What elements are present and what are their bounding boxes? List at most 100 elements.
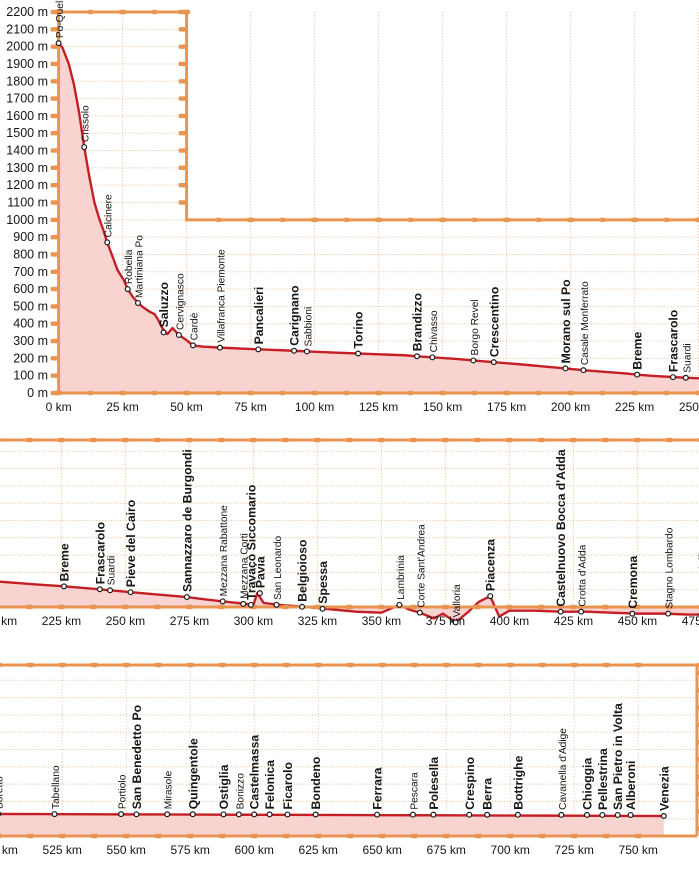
svg-text:Stagno Lombardo: Stagno Lombardo (665, 527, 676, 608)
svg-text:San Leonardo: San Leonardo (273, 536, 284, 600)
svg-text:Lambrinia: Lambrinia (396, 555, 407, 600)
svg-text:Belgioioso: Belgioioso (296, 540, 310, 602)
svg-text:Spessa: Spessa (316, 561, 330, 604)
svg-text:Carignano: Carignano (288, 285, 302, 345)
svg-text:Felonica: Felonica (263, 760, 277, 810)
svg-text:Pavia: Pavia (253, 556, 267, 588)
svg-text:Borgo Revel: Borgo Revel (470, 299, 481, 355)
svg-text:Suardi: Suardi (107, 556, 118, 585)
svg-text:Quingentole: Quingentole (186, 738, 200, 809)
svg-text:1200 m: 1200 m (6, 178, 48, 192)
svg-text:1900 m: 1900 m (6, 57, 48, 71)
svg-text:900 m: 900 m (13, 230, 48, 244)
svg-text:150 km: 150 km (423, 400, 462, 414)
svg-text:Villafranca Piemonte: Villafranca Piemonte (216, 249, 227, 343)
svg-text:Saluzzo: Saluzzo (157, 282, 171, 327)
svg-text:300 m: 300 m (13, 334, 48, 348)
svg-text:Cardè: Cardè (190, 312, 201, 340)
svg-text:Cremona: Cremona (626, 556, 640, 609)
svg-text:2100 m: 2100 m (6, 22, 48, 36)
svg-text:725 km: 725 km (555, 843, 594, 857)
svg-text:200 km: 200 km (0, 614, 17, 628)
svg-text:450 km: 450 km (618, 614, 657, 628)
svg-text:Valloria: Valloria (452, 584, 463, 618)
svg-text:625 km: 625 km (299, 843, 338, 857)
svg-text:225 km: 225 km (42, 614, 81, 628)
svg-text:575 km: 575 km (171, 843, 210, 857)
svg-text:1700 m: 1700 m (6, 92, 48, 106)
svg-text:500 m: 500 m (13, 299, 48, 313)
svg-text:Crotta d'Adda: Crotta d'Adda (578, 544, 589, 606)
svg-text:700 m: 700 m (13, 265, 48, 279)
svg-text:Mirasole: Mirasole (164, 770, 175, 809)
svg-text:Boretto: Boretto (0, 776, 6, 809)
svg-text:Polesella: Polesella (427, 757, 441, 810)
svg-text:1400 m: 1400 m (6, 144, 48, 158)
svg-text:Chivasso: Chivasso (429, 310, 440, 352)
svg-text:Frascarolo: Frascarolo (667, 310, 681, 372)
svg-text:475 km: 475 km (682, 614, 699, 628)
svg-text:Crissolo: Crissolo (81, 105, 92, 142)
svg-text:Morano sul Po: Morano sul Po (559, 279, 573, 363)
svg-text:Sannazzaro de Burgondi: Sannazzaro de Burgondi (180, 449, 194, 592)
svg-text:San Benedetto Po: San Benedetto Po (130, 705, 144, 809)
svg-text:Martiniana Po: Martiniana Po (134, 235, 145, 298)
svg-text:Pieve del Cairo: Pieve del Cairo (124, 500, 138, 587)
svg-text:Torino: Torino (352, 311, 366, 348)
svg-text:Piacenza: Piacenza (484, 539, 498, 591)
svg-text:400 km: 400 km (490, 614, 529, 628)
svg-text:750 km: 750 km (619, 843, 658, 857)
svg-text:Cervignasco: Cervignasco (175, 273, 186, 330)
svg-text:Breme: Breme (631, 331, 645, 369)
svg-text:Brandizzo: Brandizzo (411, 293, 425, 351)
svg-text:Portiolo: Portiolo (118, 774, 129, 809)
svg-text:Alberoni: Alberoni (624, 761, 638, 810)
svg-text:400 m: 400 m (13, 317, 48, 331)
svg-text:600 km: 600 km (235, 843, 274, 857)
svg-text:525 km: 525 km (43, 843, 82, 857)
svg-text:Breme: Breme (58, 543, 72, 581)
svg-text:225 km: 225 km (615, 400, 654, 414)
svg-text:Venezia: Venezia (657, 766, 671, 811)
svg-text:200 km: 200 km (551, 400, 590, 414)
svg-text:Crescentino: Crescentino (487, 287, 501, 357)
svg-text:600 m: 600 m (13, 282, 48, 296)
svg-text:2200 m: 2200 m (6, 5, 48, 19)
svg-text:1000 m: 1000 m (6, 213, 48, 227)
svg-text:Castelnuovo Bocca d'Adda: Castelnuovo Bocca d'Adda (554, 449, 568, 607)
svg-text:Po-Quelle: Po-Quelle (55, 0, 66, 38)
svg-text:250 km: 250 km (679, 400, 699, 414)
svg-text:Crespino: Crespino (463, 757, 477, 810)
svg-text:Casale Monferrato: Casale Monferrato (580, 281, 591, 365)
svg-text:675 km: 675 km (427, 843, 466, 857)
svg-text:700 km: 700 km (491, 843, 530, 857)
svg-text:Berra: Berra (481, 778, 495, 810)
svg-text:Sabbioni: Sabbioni (303, 307, 314, 347)
svg-text:100 km: 100 km (295, 400, 334, 414)
svg-text:200 m: 200 m (13, 351, 48, 365)
svg-text:Mezzana Rabattone: Mezzana Rabattone (219, 505, 230, 597)
svg-text:Pellestrina: Pellestrina (596, 748, 610, 810)
svg-text:Suardi: Suardi (682, 343, 693, 372)
svg-text:300 km: 300 km (234, 614, 273, 628)
svg-text:Bonizzo: Bonizzo (235, 773, 246, 810)
svg-text:1500 m: 1500 m (6, 126, 48, 140)
svg-text:Cavanella d'Adige: Cavanella d'Adige (558, 728, 569, 810)
svg-text:425 km: 425 km (554, 614, 593, 628)
svg-text:0 km: 0 km (46, 400, 72, 414)
svg-text:1100 m: 1100 m (7, 196, 48, 210)
svg-text:550 km: 550 km (107, 843, 146, 857)
svg-text:650 km: 650 km (363, 843, 402, 857)
svg-text:275 km: 275 km (170, 614, 209, 628)
svg-text:Pescara: Pescara (409, 772, 420, 810)
svg-text:Bondeno: Bondeno (309, 757, 323, 810)
svg-text:Corte Sant'Andrea: Corte Sant'Andrea (416, 524, 427, 608)
svg-text:100 m: 100 m (13, 369, 48, 383)
svg-text:Pancalieri: Pancalieri (252, 287, 266, 345)
svg-text:1600 m: 1600 m (6, 109, 48, 123)
svg-text:2000 m: 2000 m (6, 40, 48, 54)
svg-text:175 km: 175 km (487, 400, 526, 414)
svg-text:Tabellano: Tabellano (51, 765, 62, 809)
svg-text:50 km: 50 km (170, 400, 203, 414)
svg-text:Chioggia: Chioggia (581, 758, 595, 810)
